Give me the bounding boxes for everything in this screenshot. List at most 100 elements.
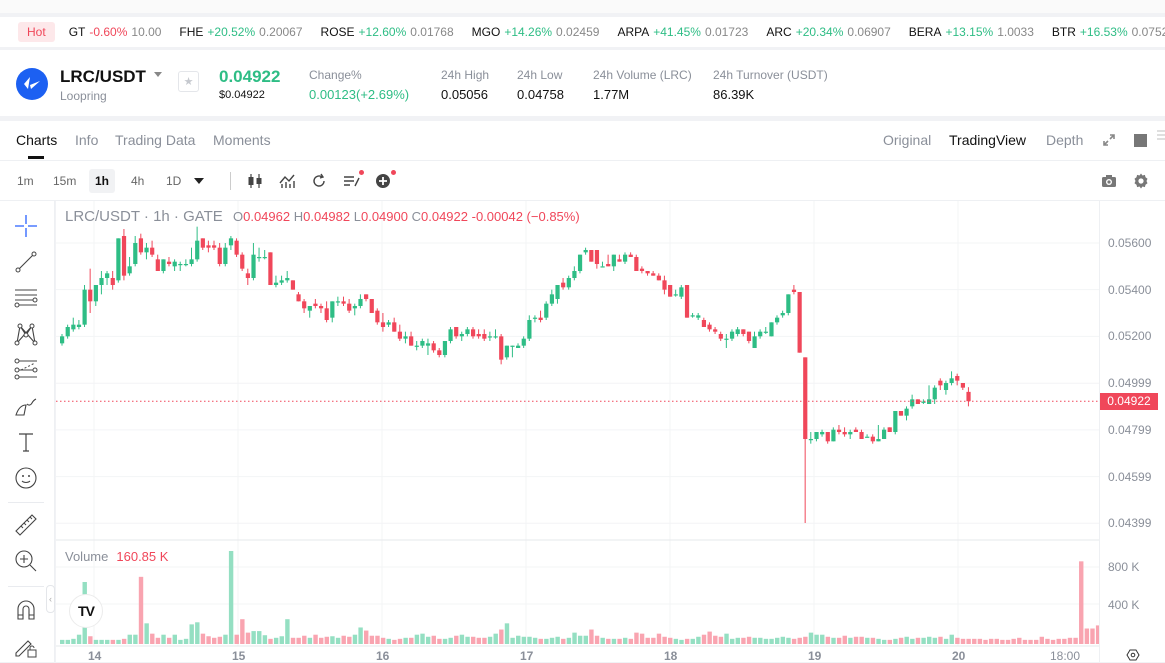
last-price-usd: $0.04922 bbox=[219, 89, 265, 101]
ticker-item-arpa[interactable]: ARPA +41.45% 0.01723 bbox=[617, 25, 748, 39]
lock-drawings-icon[interactable] bbox=[13, 633, 39, 659]
candlestick-plot[interactable] bbox=[56, 201, 1099, 662]
tab-trading-data[interactable]: Trading Data bbox=[115, 132, 196, 148]
stat-value: 0.04758 bbox=[517, 87, 564, 102]
magnet-icon[interactable] bbox=[13, 597, 39, 623]
time-tick: 20 bbox=[952, 649, 966, 663]
view-depth[interactable]: Depth bbox=[1046, 132, 1084, 148]
low-value: 0.04900 bbox=[360, 209, 408, 224]
price-tick: 0.05400 bbox=[1108, 282, 1152, 297]
notification-dot bbox=[391, 170, 396, 175]
pattern-xabcd-icon[interactable] bbox=[13, 321, 39, 347]
ticker-symbol: ARC bbox=[766, 25, 792, 39]
fullscreen-expand-icon[interactable] bbox=[1102, 133, 1116, 147]
candle-style-icon[interactable] bbox=[246, 172, 264, 190]
ticker-item-gt[interactable]: GT -0.60% 10.00 bbox=[69, 25, 162, 39]
ticker-item-mgo[interactable]: MGO +14.26% 0.02459 bbox=[472, 25, 600, 39]
ticker-change: +20.34% bbox=[795, 25, 844, 39]
ticker-item-bera[interactable]: BERA +13.15% 1.0033 bbox=[909, 25, 1034, 39]
stat-24h-volume: 24h Volume (LRC) 1.77M bbox=[593, 68, 692, 102]
ticker-price: 0.06907 bbox=[847, 25, 891, 39]
ticker-symbol: FHE bbox=[179, 25, 204, 39]
volume-label: Volume bbox=[65, 549, 109, 564]
ticker-item-rose[interactable]: ROSE +12.60% 0.01768 bbox=[321, 25, 454, 39]
ticker-symbol: BERA bbox=[908, 25, 942, 39]
ticker-symbol: ARPA bbox=[617, 25, 650, 39]
ticker-price: 0.01768 bbox=[410, 25, 454, 39]
crosshair-icon[interactable] bbox=[13, 213, 39, 239]
view-original[interactable]: Original bbox=[883, 132, 932, 148]
tradingview-chart[interactable]: LRC/USDT · 1h · GATE O0.04962 H0.04982 L… bbox=[46, 201, 1165, 663]
price-tick: 0.05200 bbox=[1108, 329, 1152, 344]
ticker-symbol: GT bbox=[68, 25, 86, 39]
fib-retracement-icon[interactable] bbox=[13, 357, 39, 383]
time-tick: 17 bbox=[520, 649, 534, 663]
favorite-star-icon[interactable]: ★ bbox=[178, 71, 199, 92]
layout-square-icon[interactable] bbox=[1134, 134, 1147, 147]
stat-value: 86.39K bbox=[713, 87, 755, 102]
open-value: 0.04962 bbox=[243, 209, 291, 224]
ticker-price: 0.20067 bbox=[259, 25, 303, 39]
ruler-measure-icon[interactable] bbox=[13, 512, 39, 538]
stat-value: 1.77M bbox=[593, 87, 630, 102]
trend-line-icon[interactable] bbox=[13, 249, 39, 275]
interval-dropdown-chevron-icon[interactable] bbox=[194, 178, 204, 184]
top-strip bbox=[0, 0, 1165, 13]
interval-15m[interactable]: 15m bbox=[53, 174, 77, 188]
settings-gear-icon[interactable] bbox=[1132, 172, 1150, 190]
stat-24h-high: 24h High 0.05056 bbox=[441, 68, 489, 102]
interval-1d[interactable]: 1D bbox=[166, 174, 182, 188]
brush-icon[interactable] bbox=[13, 393, 39, 419]
text-tool-icon[interactable] bbox=[13, 429, 39, 455]
ticker-price: 0.01723 bbox=[704, 25, 749, 39]
volume-tick: 400 K bbox=[1108, 598, 1140, 612]
ticker-item-btr[interactable]: BTR+16.53%0.07528 bbox=[1052, 25, 1165, 39]
close-label: C bbox=[411, 209, 421, 224]
emoji-icon[interactable] bbox=[13, 465, 39, 491]
horizontal-lines-icon[interactable] bbox=[13, 285, 39, 311]
ticker-item-fhe[interactable]: FHE +20.52% 0.20067 bbox=[179, 25, 302, 39]
interval-1h[interactable]: 1h bbox=[89, 169, 116, 193]
tab-info[interactable]: Info bbox=[75, 132, 99, 148]
pair-symbol[interactable]: LRC/USDT bbox=[60, 67, 146, 86]
ticker-change: +41.45% bbox=[653, 25, 701, 39]
chart-toolbar: 1m 15m 1h 4h 1D bbox=[0, 161, 1165, 201]
view-tradingview[interactable]: TradingView bbox=[949, 132, 1027, 148]
indicators-icon[interactable] bbox=[278, 172, 296, 190]
add-indicator-icon[interactable] bbox=[374, 170, 396, 190]
interval-4h[interactable]: 4h bbox=[131, 174, 145, 188]
pair-dropdown-chevron-icon[interactable] bbox=[154, 72, 162, 77]
time-tick: 15 bbox=[232, 649, 246, 663]
stat-label: 24h Low bbox=[517, 68, 563, 82]
price-tick: 0.04399 bbox=[1108, 516, 1152, 531]
axis-settings-icon[interactable] bbox=[1126, 649, 1140, 661]
price-tick: 0.04799 bbox=[1108, 422, 1152, 437]
screenshot-camera-icon[interactable] bbox=[1100, 172, 1118, 190]
ticker-price: 10.00 bbox=[131, 25, 162, 39]
drawing-tools-sidebar bbox=[0, 201, 55, 662]
pair-header: LRC/USDT Loopring ★ 0.04922 $0.04922 Cha… bbox=[0, 50, 1165, 116]
interval-1m[interactable]: 1m bbox=[17, 174, 34, 188]
stat-label: 24h Turnover (USDT) bbox=[713, 68, 828, 82]
collapse-sidebar-button[interactable]: ‹ bbox=[46, 585, 55, 613]
stat-24h-low: 24h Low 0.04758 bbox=[517, 68, 564, 102]
stat-value: 0.05056 bbox=[441, 87, 488, 102]
refresh-icon[interactable] bbox=[310, 172, 328, 190]
hot-badge[interactable]: Hot bbox=[18, 22, 55, 42]
pair-full-name: Loopring bbox=[60, 89, 107, 103]
tradingview-logo-icon[interactable]: TV bbox=[69, 594, 103, 628]
ticker-item-arc[interactable]: ARC +20.34% 0.06907 bbox=[766, 25, 890, 39]
price-axis[interactable]: 0.04922 0.05600 0.05400 0.05200 0.04999 0.04… bbox=[1099, 201, 1165, 662]
time-tick: 18:00 bbox=[1050, 649, 1081, 663]
sidebar-divider bbox=[8, 586, 44, 587]
time-tick: 18 bbox=[664, 649, 678, 663]
menu-lines-icon[interactable] bbox=[1157, 129, 1165, 141]
time-tick: 14 bbox=[88, 649, 102, 663]
ticker-price: 0.02459 bbox=[556, 25, 600, 39]
tab-charts[interactable]: Charts bbox=[16, 132, 58, 159]
tab-moments[interactable]: Moments bbox=[213, 132, 271, 148]
section-tabs: Charts Info Trading Data Moments Origina… bbox=[0, 121, 1165, 161]
low-label: L bbox=[353, 209, 361, 224]
drawing-list-icon[interactable] bbox=[342, 170, 364, 190]
zoom-in-icon[interactable] bbox=[13, 548, 39, 574]
